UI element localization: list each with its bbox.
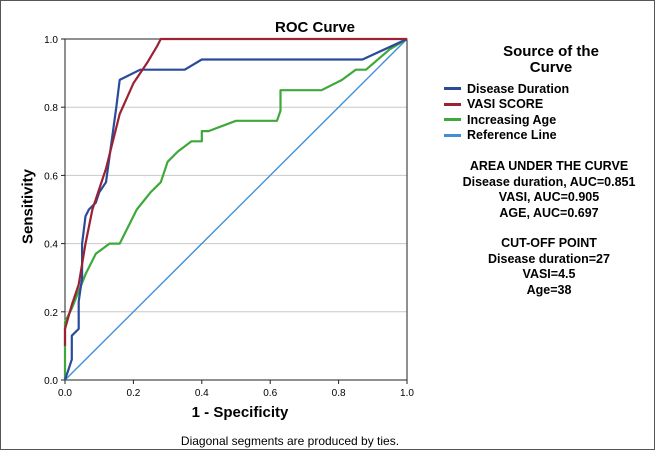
auc-line: AGE, AUC=0.697 bbox=[499, 205, 599, 220]
legend-item-vasi-score: VASI SCORE bbox=[444, 97, 569, 113]
auc-line: VASI, AUC=0.905 bbox=[498, 190, 600, 204]
cutoff-line: Age=38 bbox=[526, 282, 572, 297]
chart-title: ROC Curve bbox=[274, 19, 356, 36]
footnote: Diagonal segments are produced by ties. bbox=[180, 434, 400, 448]
cutoff-line: Disease duration=27 bbox=[488, 251, 610, 266]
legend-swatch bbox=[444, 87, 461, 91]
legend-item-reference-line: Reference Line bbox=[444, 128, 569, 144]
y-tick-label: 0.2 bbox=[44, 308, 58, 319]
series-line-increasing-age bbox=[63, 38, 408, 380]
legend-item-increasing-age: Increasing Age bbox=[444, 112, 569, 128]
y-tick-label: 0.8 bbox=[44, 103, 58, 114]
x-tick-label: 0.6 bbox=[263, 388, 277, 399]
legend-label: Increasing Age bbox=[467, 112, 557, 127]
x-tick-label: 1.0 bbox=[400, 388, 414, 399]
series-line-reference-line bbox=[64, 38, 408, 381]
gridlines bbox=[65, 106, 407, 313]
legend-swatch bbox=[444, 133, 461, 137]
x-tick-label: 0.4 bbox=[195, 388, 209, 399]
series-lines bbox=[63, 37, 408, 381]
y-tick-label: 1.0 bbox=[44, 35, 58, 46]
legend-swatch bbox=[444, 102, 461, 106]
x-axis-label: 1 - Specificity bbox=[191, 404, 289, 421]
legend-title: Source of the Curve bbox=[503, 43, 599, 76]
y-tick-label: 0.0 bbox=[44, 376, 58, 387]
legend: Disease Duration VASI SCORE Increasing A… bbox=[444, 81, 569, 143]
y-tick-label: 0.6 bbox=[44, 171, 58, 182]
legend-label: Reference Line bbox=[467, 128, 557, 143]
legend-swatch bbox=[444, 118, 461, 122]
x-tick-label: 0.2 bbox=[126, 388, 140, 399]
legend-item-disease-duration: Disease Duration bbox=[444, 81, 569, 97]
series-line-vasi-score bbox=[63, 37, 407, 346]
x-tick-label: 0.0 bbox=[58, 388, 72, 399]
auc-heading: AREA UNDER THE CURVE bbox=[469, 159, 629, 173]
auc-annotations: AREA UNDER THE CURVE Disease duration, A… bbox=[440, 159, 658, 298]
legend-label: VASI SCORE bbox=[467, 97, 544, 112]
cutoff-heading: CUT-OFF POINT bbox=[501, 236, 597, 250]
legend-label: Disease Duration bbox=[467, 81, 570, 96]
cutoff-line: VASI=4.5 bbox=[522, 267, 576, 281]
tick-labels: 0.0 0.2 0.4 0.6 0.8 1.0 0.0 0.2 0.4 0.6 0.8 1.0 bbox=[44, 35, 414, 399]
y-tick-label: 0.4 bbox=[44, 240, 58, 251]
series-line-disease-duration bbox=[63, 38, 408, 381]
y-axis-label: Sensitivity bbox=[19, 168, 37, 245]
x-tick-label: 0.8 bbox=[332, 388, 346, 399]
chart-frame bbox=[0, 0, 655, 450]
auc-line: Disease duration, AUC=0.851 bbox=[462, 174, 636, 189]
